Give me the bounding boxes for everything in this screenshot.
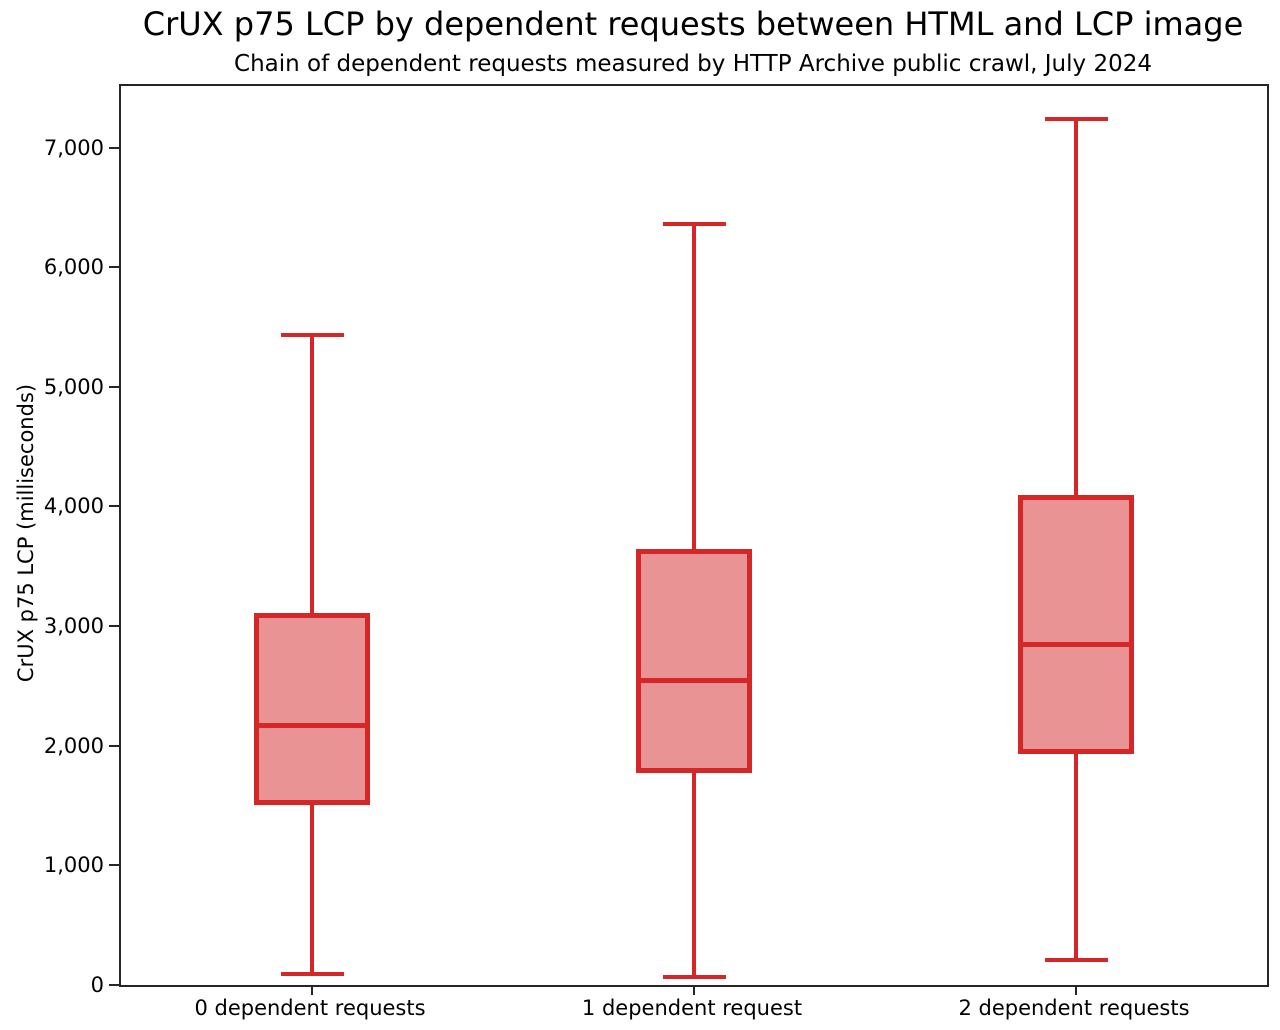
x-tick-label: 0 dependent requests bbox=[194, 996, 426, 1020]
x-axis-labels: 0 dependent requests 1 dependent request 2… bbox=[119, 996, 1265, 1026]
y-tick-mark bbox=[109, 744, 119, 747]
lower-whisker bbox=[692, 770, 696, 977]
lower-whisker-cap bbox=[281, 972, 344, 977]
y-tick-label: 0 bbox=[90, 973, 104, 997]
upper-whisker bbox=[692, 224, 696, 552]
y-tick-mark bbox=[109, 864, 119, 867]
x-tick-label: 2 dependent requests bbox=[958, 996, 1190, 1020]
box-iqr bbox=[636, 548, 752, 774]
y-tick-label: 1,000 bbox=[43, 853, 104, 878]
median-line bbox=[1023, 641, 1129, 647]
x-tick-label: 1 dependent request bbox=[581, 996, 803, 1020]
y-tick-mark bbox=[109, 625, 119, 628]
y-tick-mark bbox=[109, 146, 119, 149]
y-tick-label: 3,000 bbox=[43, 614, 104, 639]
lower-whisker bbox=[310, 801, 314, 975]
lower-whisker-cap bbox=[663, 974, 726, 979]
x-tick-mark bbox=[311, 987, 313, 995]
chart-subtitle: Chain of dependent requests measured by … bbox=[234, 51, 1152, 77]
lower-whisker-cap bbox=[1045, 957, 1108, 962]
median-line bbox=[641, 677, 747, 683]
box-iqr bbox=[254, 612, 370, 805]
median-line bbox=[259, 723, 365, 728]
y-tick-label: 4,000 bbox=[43, 494, 104, 519]
plot-area: 0 1,000 2,000 3,000 4,000 5,000 6,000 7,000 bbox=[44, 84, 1269, 997]
upper-whisker bbox=[310, 335, 314, 616]
x-tick-mark bbox=[693, 987, 695, 995]
upper-whisker bbox=[1074, 118, 1078, 499]
y-axis-label: CrUX p75 LCP (milliseconds) bbox=[14, 383, 38, 683]
y-tick-mark bbox=[109, 266, 119, 269]
x-tick-mark bbox=[1075, 987, 1077, 995]
lower-whisker bbox=[1074, 750, 1078, 960]
y-tick-label: 2,000 bbox=[43, 733, 104, 758]
box-iqr bbox=[1018, 495, 1134, 754]
y-tick-label: 5,000 bbox=[43, 374, 104, 399]
y-tick-mark bbox=[109, 385, 119, 388]
upper-whisker-cap bbox=[663, 222, 726, 227]
chart-title: CrUX p75 LCP by dependent requests betwe… bbox=[142, 5, 1244, 43]
y-tick-label: 6,000 bbox=[43, 255, 104, 280]
y-tick-mark bbox=[109, 505, 119, 508]
upper-whisker-cap bbox=[281, 333, 344, 338]
upper-whisker-cap bbox=[1045, 116, 1108, 121]
y-tick-label: 7,000 bbox=[43, 135, 104, 160]
y-tick-mark bbox=[109, 984, 119, 986]
